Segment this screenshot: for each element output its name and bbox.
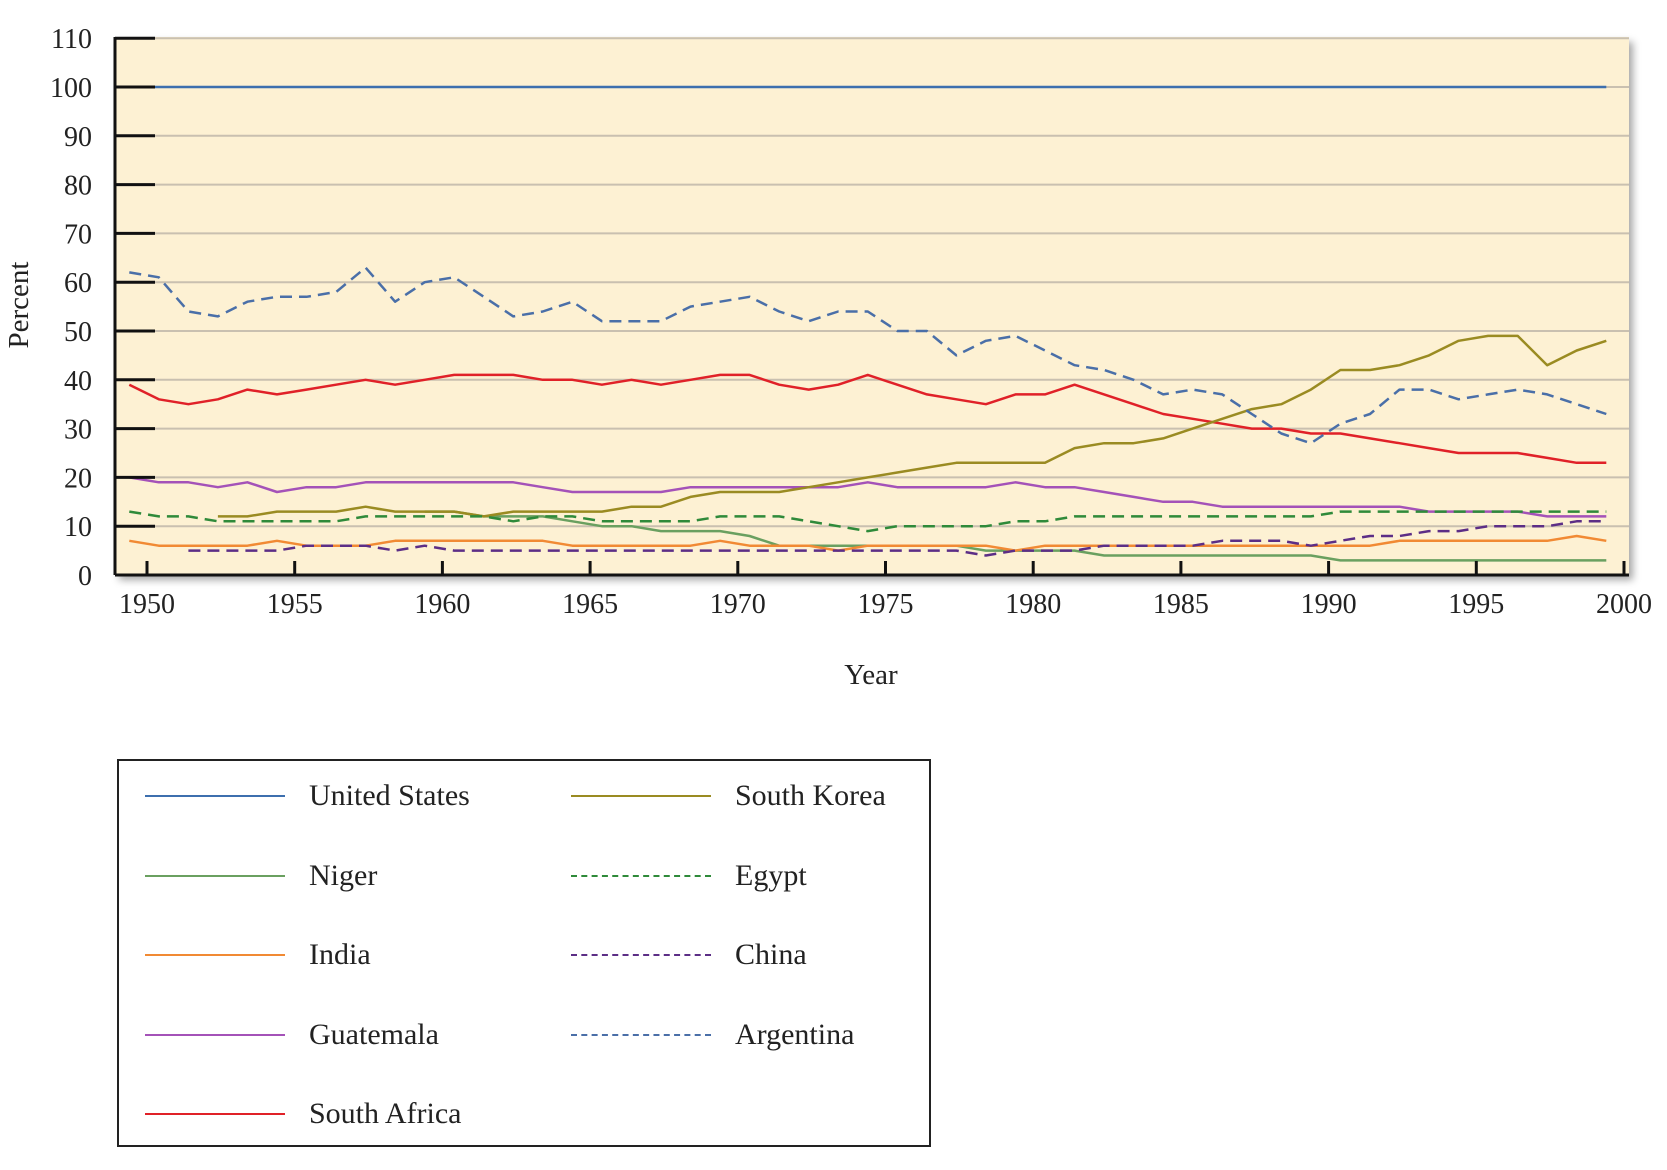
legend-label: Guatemala [309,1017,439,1051]
legend-swatch [571,954,711,956]
legend-item: Egypt [571,856,807,896]
legend-label: South Korea [735,779,886,812]
y-tick-label: 40 [64,366,92,397]
x-tick-label: 1970 [710,589,766,620]
y-tick-label: 90 [64,122,92,153]
axes [113,36,1629,577]
y-tick-labels: 0 10 20 30 40 50 60 70 80 90 100 110 [50,24,92,592]
y-axis-label: Percent [3,262,35,349]
legend-label: South Africa [309,1097,462,1130]
legend-swatch [145,1033,285,1036]
legend-label: United States [309,779,470,812]
legend-swatch [571,795,711,797]
x-tick-label: 1950 [119,589,175,620]
legend-swatch [571,1033,711,1036]
series-line-south-africa [128,373,1607,465]
y-tick-label: 100 [50,73,92,104]
y-tick-label: 0 [78,561,92,592]
legend-label: Egypt [735,858,807,892]
x-tick-label: 1960 [414,589,470,620]
legend-label: Argentina [735,1017,855,1051]
x-tick-label: 2000 [1596,589,1652,620]
legend-label: Niger [309,858,378,892]
legend-item: South Korea [571,776,886,816]
x-tick-label: 1990 [1301,589,1357,620]
legend-item: Guatemala [145,1015,439,1055]
legend-item: Niger [145,856,377,896]
y-tick-label: 30 [64,415,92,446]
x-tick-label: 1995 [1448,589,1504,620]
y-tick-label: 60 [64,268,92,299]
y-tick-label: 50 [64,317,92,348]
series-line-south-korea [217,334,1607,518]
x-tick-label: 1955 [267,589,323,620]
plot-background [115,37,1629,575]
legend-swatch [571,874,711,877]
series-line-india [129,534,1607,552]
legend-swatch [145,954,285,956]
y-tick-label: 20 [64,463,92,494]
y-tick-label: 10 [64,512,92,543]
x-tick-labels: 1950 1955 1960 1965 1970 1975 1980 1985 1990 1995… [119,589,1652,620]
series-line-china [188,520,1607,557]
legend: United States Niger India Guatemala South Af… [117,759,931,1147]
series-line-argentina [129,266,1607,445]
legend-label: China [735,938,807,971]
y-tick-label: 80 [64,171,92,202]
x-axis-label: Year [844,659,898,691]
legend-item: Argentina [571,1015,854,1055]
legend-swatch [145,874,285,877]
legend-item: India [145,935,371,975]
legend-item: United States [145,776,470,816]
legend-item: South Africa [145,1094,461,1134]
x-tick-label: 1975 [858,589,914,620]
x-tick-label: 1965 [562,589,618,620]
series-line-egypt [129,510,1607,533]
series-lines [128,85,1607,562]
legend-item: China [571,935,807,975]
series-line-guatemala [129,476,1607,518]
y-tick-label: 70 [64,219,92,250]
x-tick-label: 1985 [1153,589,1209,620]
legend-swatch [145,795,285,797]
x-tick-label: 1980 [1005,589,1061,620]
legend-label: India [309,938,371,971]
y-tick-label: 110 [51,24,92,55]
legend-swatch [145,1113,285,1115]
